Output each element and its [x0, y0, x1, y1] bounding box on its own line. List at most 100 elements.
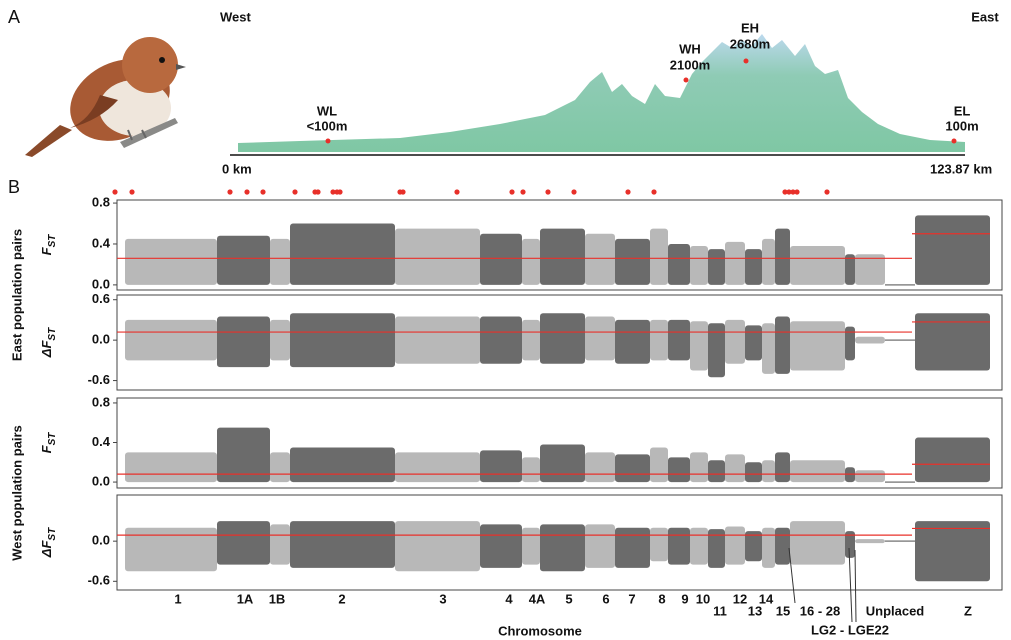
candidate-dot	[790, 189, 796, 195]
candidate-dot	[454, 189, 460, 195]
site-name: EH	[741, 20, 759, 35]
chromosome-points	[290, 447, 395, 483]
chromosome-points	[915, 437, 990, 483]
candidate-dot	[337, 189, 343, 195]
candidate-dot	[571, 189, 577, 195]
y-tick-label: 0.0	[92, 533, 110, 548]
x-tick-label: 6	[602, 591, 609, 606]
candidate-dot	[227, 189, 233, 195]
x-tick-label: 11	[713, 603, 727, 618]
chromosome-points	[745, 462, 762, 483]
y-tick-label: 0.0	[92, 332, 110, 347]
x-tick-label: 12	[733, 591, 747, 606]
chromosome-points	[790, 321, 845, 371]
label-pointer	[788, 547, 796, 604]
candidate-dot	[651, 189, 657, 195]
y-tick-label: 0.6	[92, 291, 110, 306]
chromosome-points	[217, 427, 270, 483]
site-dot	[325, 138, 331, 144]
x-tick-label: 8	[658, 591, 665, 606]
x-tick-label: 5	[565, 591, 572, 606]
x-tick-label: 10	[696, 591, 710, 606]
candidate-dot	[112, 189, 118, 195]
chromosome-points	[650, 527, 668, 562]
y-axis-title-sub: ST	[47, 234, 58, 248]
group-label: East population pairs	[9, 229, 24, 361]
candidate-dot	[129, 189, 135, 195]
chromosome-points	[725, 241, 745, 285]
x-tick-label: Z	[964, 603, 972, 618]
chromosome-points	[217, 316, 270, 368]
chromosome-points	[125, 452, 217, 483]
distance-end: 123.87 km	[930, 161, 992, 176]
chromosome-points	[522, 319, 540, 361]
chromosome-points	[650, 447, 668, 483]
x-tick-label: 3	[439, 591, 446, 606]
panel-label: B	[8, 177, 20, 197]
candidate-dot	[244, 189, 250, 195]
chromosome-points	[790, 521, 845, 565]
y-axis-title-sub: ST	[47, 527, 58, 541]
panel-frame	[116, 294, 1003, 391]
candidate-dot	[520, 189, 526, 195]
candidate-dot	[260, 189, 266, 195]
chromosome-points	[395, 521, 480, 572]
chromosome-points	[615, 319, 650, 364]
candidate-dot	[292, 189, 298, 195]
chromosome-points	[690, 246, 708, 285]
chromosome-points	[290, 521, 395, 568]
chromosome-points	[290, 313, 395, 368]
chromosome-points	[522, 238, 540, 285]
chromosome-points	[540, 444, 585, 483]
y-axis-title: FST	[39, 234, 57, 256]
label-pointer	[848, 547, 853, 623]
chromosome-points	[650, 228, 668, 285]
chromosome-points	[585, 452, 615, 483]
chromosome-points	[762, 527, 775, 568]
panel-frame	[116, 199, 1003, 291]
chromosome-points	[615, 454, 650, 483]
y-tick-label: -0.6	[88, 372, 110, 387]
chromosome-points	[480, 524, 522, 568]
x-tick-label: 9	[681, 591, 688, 606]
chromosome-points	[855, 470, 885, 483]
candidate-dot	[509, 189, 515, 195]
chromosome-points	[522, 527, 540, 565]
candidate-dot	[315, 189, 321, 195]
chromosome-points	[775, 452, 790, 483]
chromosome-points	[125, 238, 217, 285]
chromosome-points	[395, 316, 480, 364]
chromosome-points	[775, 228, 790, 285]
site-name: WH	[679, 41, 701, 56]
panel-frame	[116, 494, 1003, 591]
chromosome-points	[668, 319, 690, 361]
chromosome-points	[725, 526, 745, 565]
x-tick-label: LG2 - LGE22	[811, 622, 889, 637]
candidate-dot	[330, 189, 336, 195]
y-tick-label: 0.4	[92, 235, 111, 250]
chromosome-points	[540, 228, 585, 285]
chromosome-points	[540, 524, 585, 572]
chromosome-points	[522, 457, 540, 483]
site-dot	[743, 58, 749, 64]
chromosome-points	[270, 524, 290, 565]
y-tick-label: 0.4	[92, 434, 111, 449]
site-dot	[683, 77, 689, 83]
x-tick-label: 1A	[237, 591, 254, 606]
chromosome-points	[615, 527, 650, 568]
x-tick-label: 1	[174, 591, 181, 606]
distance-start: 0 km	[222, 161, 252, 176]
site-elevation: <100m	[307, 118, 348, 133]
chromosome-points	[708, 249, 725, 285]
chromosome-points	[480, 450, 522, 483]
chromosome-points	[217, 521, 270, 565]
chromosome-points	[270, 452, 290, 483]
site-elevation: 2680m	[730, 36, 770, 51]
y-tick-label: 0.8	[92, 195, 110, 210]
site-elevation: 100m	[945, 118, 978, 133]
chromosome-points	[668, 243, 690, 285]
chromosome-points	[668, 527, 690, 565]
chromosome-points	[790, 246, 845, 285]
chromosome-points	[915, 215, 990, 285]
